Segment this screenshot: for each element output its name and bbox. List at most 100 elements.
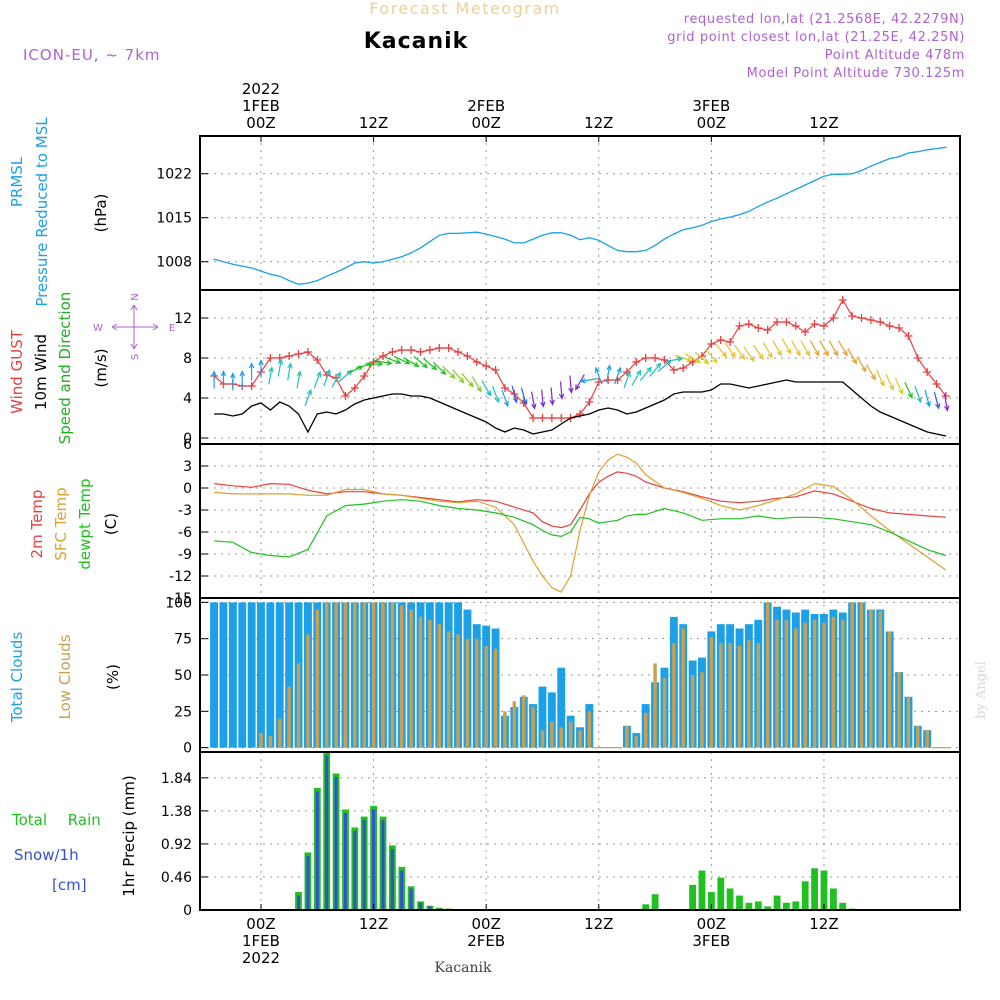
gust-marker — [941, 392, 950, 400]
wind-direction-arrow — [819, 340, 829, 357]
low-cloud-bar — [512, 701, 516, 748]
wind-direction-arrow — [847, 348, 857, 365]
pressure-point — [251, 267, 253, 269]
total-cloud-bar — [219, 602, 228, 748]
gust-marker — [313, 356, 322, 364]
y-tick-label: 0.46 — [161, 870, 192, 886]
wind-direction-label: Speed and Direction — [56, 292, 74, 445]
pressure-point — [917, 151, 919, 153]
low-cloud-bar — [287, 686, 291, 748]
snow-bar — [315, 791, 319, 910]
rain-bar — [717, 877, 725, 910]
gust-marker — [632, 358, 641, 366]
wind-direction-arrow — [258, 359, 264, 378]
pressure-point — [823, 175, 825, 177]
y-tick-label: 1008 — [156, 255, 192, 271]
bottom-time-label: 12Z — [359, 915, 388, 933]
pressure-point — [860, 169, 863, 172]
pressure-point — [476, 231, 478, 233]
low-cloud-bar — [503, 711, 507, 748]
y-tick-label: 1015 — [156, 211, 192, 227]
wind-direction-arrow — [423, 358, 438, 371]
rain-bar — [839, 902, 847, 910]
y-tick-label: -6 — [178, 525, 192, 541]
wind-direction-arrow — [933, 391, 941, 410]
low-cloud-bar — [296, 663, 301, 748]
wind-direction-arrow — [365, 361, 384, 367]
compass-n: N — [130, 293, 141, 300]
wind-direction-arrow — [384, 356, 402, 364]
wind-direction-arrow — [511, 385, 519, 404]
low-cloud-bar — [362, 602, 366, 748]
gust-marker — [557, 414, 566, 422]
top-time-label: 12Z — [584, 114, 613, 132]
low-cloud-bar — [371, 602, 376, 748]
gust-marker — [763, 326, 772, 334]
low-cloud-bar — [681, 628, 685, 748]
wind-direction-arrow — [248, 362, 255, 381]
total-cloud-bar — [247, 602, 256, 748]
gust-marker — [641, 354, 650, 362]
bottom-time-label: 00Z — [697, 915, 726, 933]
top-time-label: 2FEB — [467, 97, 505, 115]
location-title: Kacanik — [364, 29, 469, 54]
wind-direction-arrow — [866, 364, 876, 381]
top-time-label: 00Z — [697, 114, 726, 132]
pressure-point — [316, 279, 318, 282]
wind-direction-arrow — [649, 362, 662, 377]
compass-s: S — [130, 354, 141, 360]
snow-label: Snow/1h — [14, 846, 79, 864]
rain-bar — [651, 894, 659, 910]
wind-direction-arrow — [828, 340, 839, 357]
wind-direction-arrow — [579, 377, 598, 384]
top-time-label: 12Z — [359, 114, 388, 132]
gust-marker — [416, 348, 425, 356]
pressure-point — [832, 173, 834, 175]
pressure-point — [335, 271, 337, 273]
y-tick-label: -15 — [169, 591, 192, 607]
snow-bar — [297, 895, 300, 910]
wind-direction-arrow — [568, 375, 574, 394]
y-tick-label: 0.92 — [161, 837, 192, 853]
gust-marker — [350, 384, 359, 392]
low-cloud-bar — [437, 624, 441, 748]
pressure-point — [804, 184, 806, 186]
wind-direction-arrow — [837, 340, 848, 357]
gust-marker — [895, 324, 904, 332]
low-cloud-bar — [428, 619, 432, 748]
bottom-time-label: 2FEB — [467, 932, 505, 950]
rain-bar — [708, 892, 715, 910]
pressure-point — [935, 147, 938, 150]
gust-marker — [913, 354, 922, 362]
low-cloud-bar — [315, 609, 319, 748]
pressure-point — [607, 244, 609, 246]
wind-direction-arrow — [924, 389, 931, 408]
rain-bar — [801, 881, 809, 910]
top-time-label: 00Z — [246, 114, 275, 132]
pressure-point — [213, 258, 215, 260]
low-cloud-bar — [672, 643, 676, 748]
gust-marker — [735, 322, 744, 330]
pressure-point — [588, 237, 590, 239]
temp-line-1 — [214, 453, 947, 593]
rain-bar — [689, 884, 696, 910]
wind-direction-arrow — [705, 349, 718, 364]
wind-direction-arrow — [885, 374, 894, 391]
bottom-time-label: 00Z — [246, 915, 275, 933]
wind-direction-arrow — [684, 353, 702, 363]
gust-marker — [679, 364, 688, 372]
wind-direction-arrow — [575, 374, 585, 391]
low-cloud-bar — [803, 622, 807, 748]
pressure-point — [785, 193, 788, 195]
pressure-point — [288, 279, 290, 282]
pressure-point — [429, 241, 431, 243]
wind-direction-arrow — [856, 356, 867, 373]
pressure-line — [213, 146, 946, 285]
rain-bar — [811, 868, 818, 910]
low-cloud-bar — [325, 602, 329, 748]
rain-bar — [820, 870, 828, 910]
gust-marker — [266, 354, 275, 362]
y-tick-label: 0 — [183, 431, 192, 447]
gust-marker — [529, 414, 538, 422]
pressure-point — [654, 244, 656, 246]
